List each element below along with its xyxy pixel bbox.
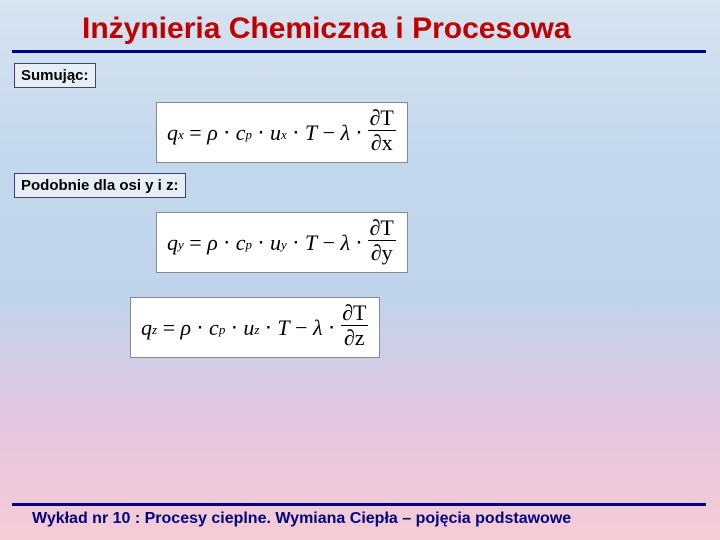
fraction-dTdx: ∂T ∂x bbox=[367, 107, 397, 154]
partial-T-num: ∂T bbox=[370, 215, 394, 240]
sub-ux: x bbox=[281, 128, 287, 141]
op-dot: ⋅ bbox=[323, 317, 336, 339]
sub-x: x bbox=[178, 128, 184, 141]
sym-T: T bbox=[305, 122, 317, 144]
partial-z-den: ∂z bbox=[344, 325, 365, 350]
equation-qx: qx = ρ ⋅ cp ⋅ ux ⋅ T − λ ⋅ ∂T ∂x bbox=[156, 102, 408, 163]
op-minus: − bbox=[317, 122, 340, 144]
op-equals: = bbox=[184, 232, 207, 254]
label-summarizing: Sumując: bbox=[14, 63, 96, 88]
op-dot: ⋅ bbox=[252, 232, 270, 254]
footer-text: Wykład nr 10 : Procesy cieplne. Wymiana … bbox=[32, 510, 720, 528]
sym-T: T bbox=[277, 317, 289, 339]
sym-q: q bbox=[167, 122, 178, 144]
sym-c: c bbox=[209, 317, 219, 339]
sym-lambda: λ bbox=[313, 317, 323, 339]
sym-c: c bbox=[236, 232, 246, 254]
sym-q: q bbox=[167, 232, 178, 254]
sub-uz: z bbox=[254, 323, 259, 336]
sym-lambda: λ bbox=[340, 122, 350, 144]
slide-footer: Wykład nr 10 : Procesy cieplne. Wymiana … bbox=[0, 493, 720, 528]
equation-qx-row: qx = ρ ⋅ cp ⋅ ux ⋅ T − λ ⋅ ∂T ∂x bbox=[167, 109, 397, 156]
fraction-dTdz: ∂T ∂z bbox=[339, 302, 369, 349]
sym-lambda: λ bbox=[340, 232, 350, 254]
op-dot: ⋅ bbox=[350, 232, 363, 254]
sym-c: c bbox=[236, 122, 246, 144]
equation-qz-row: qz = ρ ⋅ cp ⋅ uz ⋅ T − λ ⋅ ∂T ∂z bbox=[141, 304, 369, 351]
sub-p: p bbox=[246, 238, 253, 251]
op-dot: ⋅ bbox=[287, 122, 305, 144]
slide: Inżynieria Chemiczna i Procesowa Sumując… bbox=[0, 0, 720, 540]
footer-rule bbox=[12, 503, 706, 506]
sub-y: y bbox=[178, 238, 184, 251]
op-dot: ⋅ bbox=[191, 317, 209, 339]
partial-y-den: ∂y bbox=[371, 240, 393, 265]
sym-rho: ρ bbox=[207, 122, 218, 144]
partial-T-num: ∂T bbox=[342, 300, 366, 325]
equation-qy: qy = ρ ⋅ cp ⋅ uy ⋅ T − λ ⋅ ∂T ∂y bbox=[156, 212, 408, 273]
sym-rho: ρ bbox=[180, 317, 191, 339]
op-dot: ⋅ bbox=[218, 232, 236, 254]
sub-uy: y bbox=[281, 238, 287, 251]
sym-u: u bbox=[243, 317, 254, 339]
op-dot: ⋅ bbox=[225, 317, 243, 339]
op-dot: ⋅ bbox=[218, 122, 236, 144]
op-dot: ⋅ bbox=[252, 122, 270, 144]
label-similarly-yz: Podobnie dla osi y i z: bbox=[14, 173, 186, 198]
op-minus: − bbox=[290, 317, 313, 339]
sym-q: q bbox=[141, 317, 152, 339]
op-minus: − bbox=[317, 232, 340, 254]
sub-p: p bbox=[246, 128, 253, 141]
op-equals: = bbox=[184, 122, 207, 144]
slide-title: Inżynieria Chemiczna i Procesowa bbox=[0, 0, 720, 50]
sym-rho: ρ bbox=[207, 232, 218, 254]
op-dot: ⋅ bbox=[259, 317, 277, 339]
equation-qy-row: qy = ρ ⋅ cp ⋅ uy ⋅ T − λ ⋅ ∂T ∂y bbox=[167, 219, 397, 266]
op-dot: ⋅ bbox=[287, 232, 305, 254]
sub-z: z bbox=[152, 323, 157, 336]
fraction-dTdy: ∂T ∂y bbox=[367, 217, 397, 264]
op-dot: ⋅ bbox=[350, 122, 363, 144]
sub-p: p bbox=[219, 323, 226, 336]
partial-T-num: ∂T bbox=[370, 105, 394, 130]
sym-u: u bbox=[270, 232, 281, 254]
sym-u: u bbox=[270, 122, 281, 144]
sym-T: T bbox=[305, 232, 317, 254]
equation-qz: qz = ρ ⋅ cp ⋅ uz ⋅ T − λ ⋅ ∂T ∂z bbox=[130, 297, 380, 358]
op-equals: = bbox=[157, 317, 180, 339]
partial-x-den: ∂x bbox=[371, 130, 393, 155]
title-rule bbox=[12, 50, 706, 53]
